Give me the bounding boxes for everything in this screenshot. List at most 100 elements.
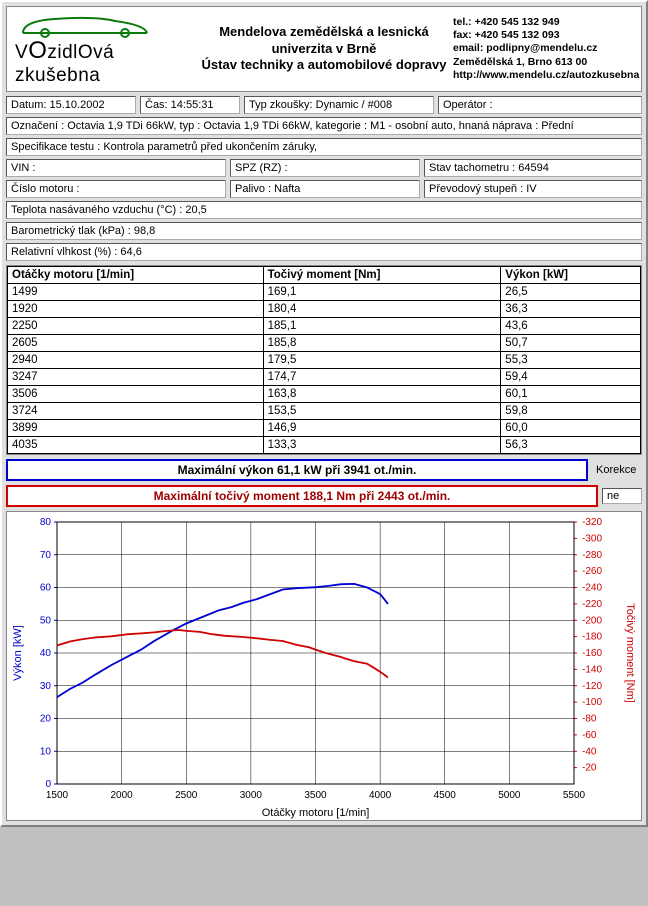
field-vlhkost: Relativní vlhkost (%) : 64,6	[6, 243, 642, 261]
table-cell: 3899	[8, 420, 264, 437]
table-cell: 60,1	[501, 386, 641, 403]
table-cell: 60,0	[501, 420, 641, 437]
contact-fax: fax: +420 545 132 093	[453, 29, 633, 42]
table-row: 3899146,960,0	[8, 420, 641, 437]
table-row: 3247174,759,4	[8, 369, 641, 386]
svg-text:5000: 5000	[498, 790, 521, 801]
max-torque-box: Maximální točivý moment 188,1 Nm při 244…	[6, 485, 598, 507]
svg-text:Točivý moment [Nm]: Točivý moment [Nm]	[624, 603, 636, 703]
field-teplota: Teplota nasávaného vzduchu (°C) : 20,5	[6, 201, 642, 219]
contact-web: http://www.mendelu.cz/autozkusebna	[453, 69, 633, 82]
svg-text:Výkon [kW]: Výkon [kW]	[12, 625, 24, 681]
table-cell: 179,5	[263, 352, 501, 369]
svg-text:-20: -20	[582, 763, 597, 774]
svg-text:70: 70	[40, 550, 52, 561]
table-cell: 169,1	[263, 284, 501, 301]
field-typzk: Typ zkoušky: Dynamic / #008	[244, 96, 434, 114]
table-row: 3506163,860,1	[8, 386, 641, 403]
korekce-value: ne	[602, 488, 642, 504]
table-row: 2250185,143,6	[8, 318, 641, 335]
svg-text:-300: -300	[582, 533, 602, 544]
table-cell: 3247	[8, 369, 264, 386]
table-cell: 133,3	[263, 437, 501, 454]
table-cell: 174,7	[263, 369, 501, 386]
svg-text:-320: -320	[582, 517, 602, 528]
table-cell: 2940	[8, 352, 264, 369]
header-title-1: Mendelova zemědělská a lesnická univerzi…	[195, 24, 453, 58]
field-operator: Operátor :	[438, 96, 642, 114]
svg-text:-280: -280	[582, 550, 602, 561]
svg-text:20: 20	[40, 714, 52, 725]
table-cell: 4035	[8, 437, 264, 454]
table-cell: 50,7	[501, 335, 641, 352]
table-row: 2940179,555,3	[8, 352, 641, 369]
svg-text:2000: 2000	[111, 790, 134, 801]
svg-text:4000: 4000	[369, 790, 392, 801]
svg-text:-240: -240	[582, 583, 602, 594]
table-cell: 1499	[8, 284, 264, 301]
field-vin: VIN :	[6, 159, 226, 177]
table-cell: 185,1	[263, 318, 501, 335]
field-spec: Specifikace testu : Kontrola parametrů p…	[6, 138, 642, 156]
table-cell: 2605	[8, 335, 264, 352]
svg-text:-40: -40	[582, 746, 597, 757]
max-power-box: Maximální výkon 61,1 kW při 3941 ot./min…	[6, 459, 588, 481]
logo-text: VOzidlOvá zkušebna	[15, 42, 114, 86]
field-tacho: Stav tachometru : 64594	[424, 159, 642, 177]
header-contact: tel.: +420 545 132 949 fax: +420 545 132…	[453, 16, 633, 82]
header-title-2: Ústav techniky a automobilové dopravy	[195, 57, 453, 74]
table-header: Výkon [kW]	[501, 267, 641, 284]
contact-addr: Zemědělská 1, Brno 613 00	[453, 56, 633, 69]
svg-text:40: 40	[40, 648, 52, 659]
dyno-chart: 1500200025003000350040004500500055000102…	[7, 512, 639, 820]
table-cell: 55,3	[501, 352, 641, 369]
table-cell: 180,4	[263, 301, 501, 318]
table-cell: 56,3	[501, 437, 641, 454]
svg-text:-140: -140	[582, 664, 602, 675]
contact-tel: tel.: +420 545 132 949	[453, 16, 633, 29]
svg-text:-80: -80	[582, 714, 597, 725]
table-cell: 43,6	[501, 318, 641, 335]
svg-text:-180: -180	[582, 632, 602, 643]
table-cell: 26,5	[501, 284, 641, 301]
table-cell: 185,8	[263, 335, 501, 352]
table-cell: 2250	[8, 318, 264, 335]
field-oznaceni: Označení : Octavia 1,9 TDi 66kW, typ : O…	[6, 117, 642, 135]
table-cell: 1920	[8, 301, 264, 318]
svg-text:-60: -60	[582, 730, 597, 741]
svg-text:Otáčky motoru [1/min]: Otáčky motoru [1/min]	[262, 807, 370, 819]
table-cell: 163,8	[263, 386, 501, 403]
report-window: VOzidlOvá zkušebna Mendelova zemědělská …	[0, 0, 648, 827]
table-cell: 153,5	[263, 403, 501, 420]
table-cell: 3724	[8, 403, 264, 420]
svg-text:60: 60	[40, 583, 52, 594]
field-cislo: Číslo motoru :	[6, 180, 226, 198]
data-table-container: Otáčky motoru [1/min]Točivý moment [Nm]V…	[6, 265, 642, 455]
field-baro: Barometrický tlak (kPa) : 98,8	[6, 222, 642, 240]
svg-text:-160: -160	[582, 648, 602, 659]
svg-text:-260: -260	[582, 566, 602, 577]
contact-email: email: podlipny@mendelu.cz	[453, 42, 633, 55]
svg-text:4500: 4500	[434, 790, 457, 801]
svg-text:3500: 3500	[304, 790, 327, 801]
korekce-label: Korekce	[592, 464, 642, 476]
svg-text:10: 10	[40, 746, 52, 757]
table-row: 1499169,126,5	[8, 284, 641, 301]
svg-text:2500: 2500	[175, 790, 198, 801]
table-cell: 36,3	[501, 301, 641, 318]
car-icon	[15, 11, 155, 39]
table-cell: 59,4	[501, 369, 641, 386]
field-datum: Datum: 15.10.2002	[6, 96, 136, 114]
svg-text:80: 80	[40, 517, 52, 528]
field-palivo: Palivo : Nafta	[230, 180, 420, 198]
data-table: Otáčky motoru [1/min]Točivý moment [Nm]V…	[7, 266, 641, 454]
table-row: 1920180,436,3	[8, 301, 641, 318]
svg-text:0: 0	[45, 779, 51, 790]
table-cell: 59,8	[501, 403, 641, 420]
svg-text:50: 50	[40, 615, 52, 626]
table-header: Točivý moment [Nm]	[263, 267, 501, 284]
table-row: 2605185,850,7	[8, 335, 641, 352]
chart-container: 1500200025003000350040004500500055000102…	[6, 511, 642, 821]
svg-text:3000: 3000	[240, 790, 263, 801]
table-cell: 146,9	[263, 420, 501, 437]
